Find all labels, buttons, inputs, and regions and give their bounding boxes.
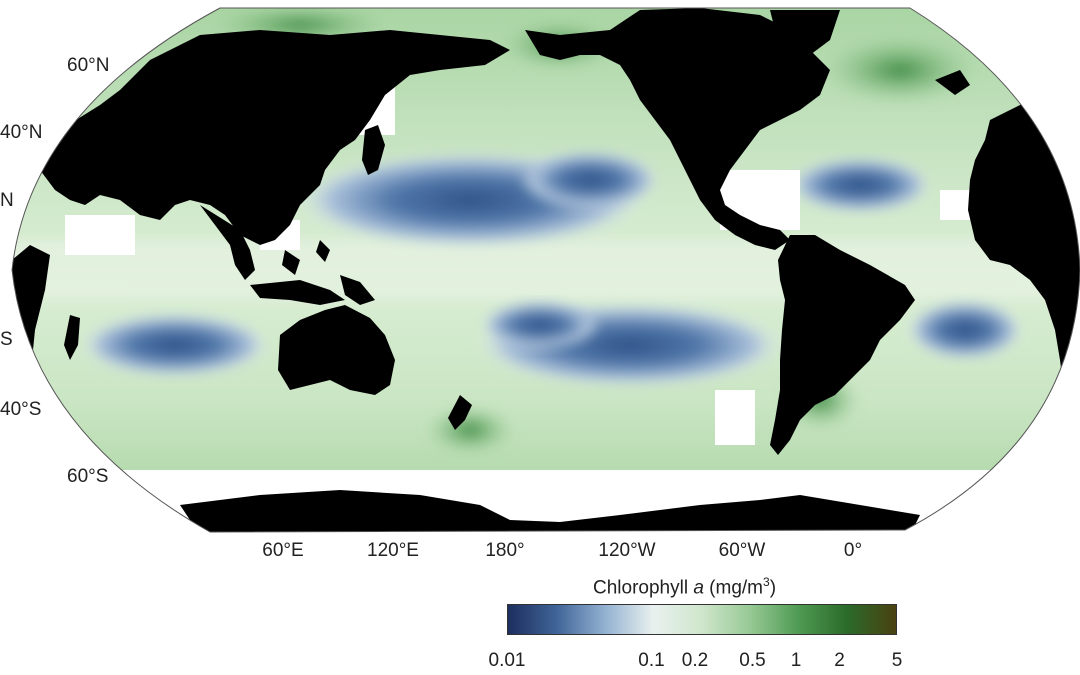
colorbar-tick: 2 [834, 650, 845, 671]
lon-label-120w: 120°W [598, 540, 656, 561]
land-south-america [770, 235, 915, 455]
land-japan [362, 125, 385, 175]
lat-label-60n: 60°N [67, 55, 110, 76]
lon-label-0: 0° [843, 540, 863, 561]
lat-label-n: N [0, 190, 14, 211]
north-atlantic-gyre [788, 157, 932, 213]
colorbar-tick: 0.1 [638, 650, 665, 671]
lat-label-s: S [0, 329, 13, 350]
lon-label-60w: 60°W [718, 540, 766, 561]
land-antarctica [180, 490, 920, 532]
land-australia [278, 305, 395, 395]
land-north-america [525, 8, 830, 250]
colorbar [507, 604, 897, 635]
land-madagascar [64, 315, 80, 360]
lat-label-40n: 40°N [0, 122, 43, 143]
colorbar-title: Chlorophyll a (mg/m3) [593, 575, 777, 599]
land-greenland [770, 10, 840, 55]
land-masses [12, 8, 1080, 532]
colorbar-tick: 0.5 [739, 650, 766, 671]
land-europe-africa [968, 90, 1080, 400]
colorbar-tick: 5 [891, 650, 903, 671]
lat-label-60s: 60°S [67, 466, 109, 487]
colorbar-tick: 0.01 [488, 650, 526, 671]
land-new-zealand [448, 395, 472, 430]
colorbar-tick: 1 [790, 650, 802, 671]
land-eurasia [40, 30, 510, 245]
high-chl-north-atlantic [820, 35, 980, 105]
south-atlantic-gyre [907, 300, 1023, 360]
lon-label-60e: 60°E [262, 540, 304, 561]
lon-label-180: 180° [485, 540, 525, 561]
map-outline [11, 7, 1080, 533]
indian-ocean-gyre [80, 313, 270, 377]
lat-label-40s: 40°S [0, 399, 42, 420]
lon-label-120e: 120°E [367, 540, 419, 561]
colorbar-tick: 0.2 [681, 650, 709, 671]
